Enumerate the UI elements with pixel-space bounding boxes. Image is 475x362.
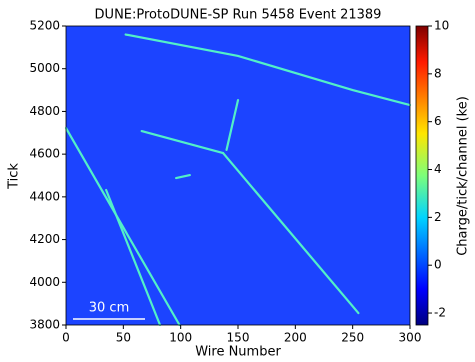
colorbar-tick-label: 2 (434, 210, 442, 224)
y-tick-label: 4000 (29, 275, 60, 289)
x-tick-label: 150 (227, 331, 250, 345)
colorbar-label: Charge/tick/channel (ke) (456, 96, 471, 256)
track (221, 151, 360, 315)
track (105, 188, 162, 327)
track (225, 99, 240, 151)
x-axis-label: Wire Number (195, 345, 281, 359)
y-axis-label: Tick (7, 163, 22, 190)
y-tick-label: 5200 (29, 19, 60, 33)
x-tick-label: 100 (169, 331, 192, 345)
colorbar-tick-label: -2 (434, 306, 446, 320)
colorbar-tick-label: 10 (434, 19, 449, 33)
colorbar (415, 25, 429, 326)
colorbar-tick-label: 8 (434, 66, 442, 80)
track (124, 33, 412, 107)
x-tick-label: 250 (341, 331, 364, 345)
x-tick-label: 50 (116, 331, 131, 345)
colorbar-tick-label: 0 (434, 258, 442, 272)
x-tick-label: 0 (62, 331, 70, 345)
y-tick-label: 4600 (29, 147, 60, 161)
x-tick-label: 200 (284, 331, 307, 345)
y-tick-label: 3800 (29, 318, 60, 332)
y-tick-label: 4400 (29, 189, 60, 203)
plot-background (66, 26, 410, 325)
x-tick-label: 300 (399, 331, 422, 345)
chart-title: DUNE:ProtoDUNE-SP Run 5458 Event 21389 (95, 8, 382, 23)
y-tick-label: 4200 (29, 232, 60, 246)
track (174, 173, 191, 180)
y-tick-label: 4800 (29, 104, 60, 118)
track (64, 126, 181, 327)
track (140, 129, 225, 155)
scale-bar-label: 30 cm (89, 301, 130, 316)
colorbar-tick-label: 4 (434, 162, 442, 176)
colorbar-tick-label: 6 (434, 114, 442, 128)
y-tick-label: 5000 (29, 61, 60, 75)
